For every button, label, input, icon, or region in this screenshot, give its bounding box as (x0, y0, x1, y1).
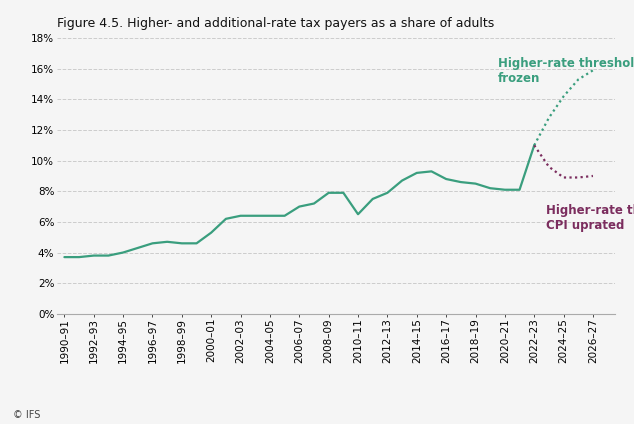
Title: Figure 4.5. Higher- and additional-rate tax payers as a share of adults: Figure 4.5. Higher- and additional-rate … (57, 17, 495, 30)
Text: Higher-rate threshold
CPI uprated: Higher-rate threshold CPI uprated (546, 204, 634, 232)
Text: © IFS: © IFS (13, 410, 40, 420)
Text: Higher-rate threshold
frozen: Higher-rate threshold frozen (498, 56, 634, 84)
